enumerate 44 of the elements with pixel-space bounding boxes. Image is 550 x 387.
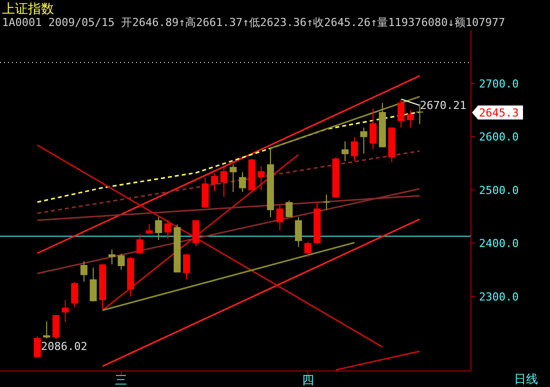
text: 2645.3 bbox=[479, 106, 519, 120]
candlestick bbox=[258, 166, 265, 191]
text: 日线 bbox=[514, 372, 538, 386]
candlestick bbox=[342, 140, 349, 162]
y-tick-label: 2600.0 bbox=[479, 130, 519, 144]
y-tick-label: 2500.0 bbox=[479, 184, 519, 197]
candlestick bbox=[90, 267, 97, 302]
candlestick bbox=[211, 172, 218, 192]
candlestick bbox=[52, 314, 60, 340]
candlestick bbox=[34, 336, 41, 358]
candlestick bbox=[398, 98, 405, 128]
candlestick bbox=[43, 320, 50, 339]
annotation: 2670.21 bbox=[420, 99, 466, 112]
candlestick bbox=[164, 219, 172, 240]
candlestick bbox=[304, 242, 312, 258]
y-tick-label: 2700.0 bbox=[479, 77, 519, 90]
candlestick bbox=[118, 253, 125, 270]
candlestick bbox=[322, 194, 330, 211]
candlestick bbox=[183, 254, 190, 280]
chart-title: 上证指数 bbox=[2, 2, 54, 17]
candlestick bbox=[202, 178, 209, 208]
candlestick bbox=[71, 282, 78, 308]
candlestick bbox=[370, 108, 377, 150]
candlestick bbox=[406, 110, 414, 128]
candlestick bbox=[136, 234, 144, 254]
candlestick bbox=[230, 164, 237, 192]
candlestick bbox=[286, 200, 293, 218]
y-tick-label: 2400.0 bbox=[479, 237, 519, 250]
candlestick bbox=[238, 172, 246, 192]
candlestick bbox=[350, 136, 358, 162]
y-tick-label: 2300.0 bbox=[479, 290, 519, 304]
candlestick bbox=[294, 216, 302, 248]
x-tick-label: 三 bbox=[115, 373, 128, 387]
candlestick bbox=[62, 300, 69, 322]
candlestick bbox=[192, 220, 200, 247]
candlestick bbox=[80, 260, 88, 282]
candlestick bbox=[276, 204, 284, 231]
annotation: 2086.02 bbox=[41, 340, 88, 353]
candlestick bbox=[360, 127, 368, 154]
x-tick-label: 四 bbox=[302, 373, 314, 387]
candlestick bbox=[108, 249, 116, 265]
candlestick bbox=[155, 216, 162, 240]
candlestick bbox=[220, 166, 228, 198]
chart-subtitle: 1A0001 2009/05/15 开2646.89↑高2661.37↑低2623.36↑收2645.26↑量119376080↓额107977 bbox=[2, 16, 506, 29]
